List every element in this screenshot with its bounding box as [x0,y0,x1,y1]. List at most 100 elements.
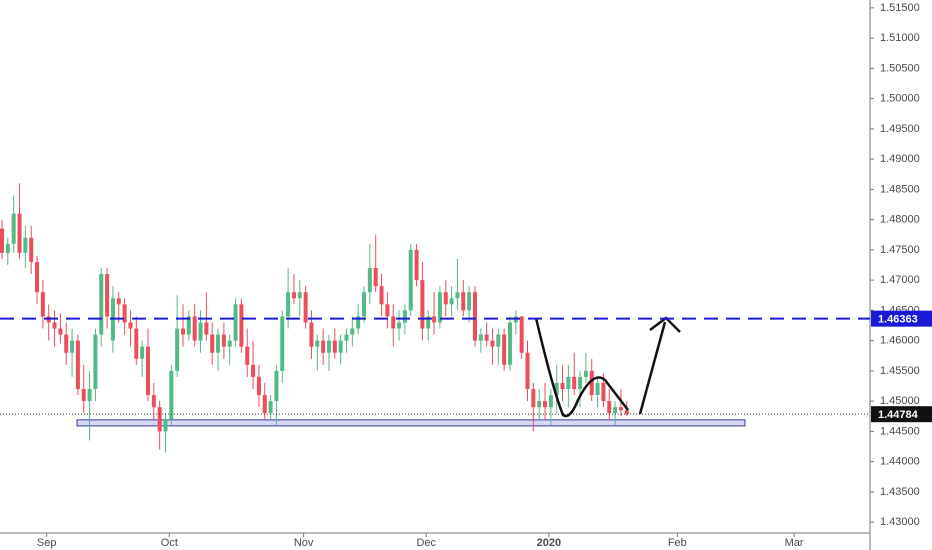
candle-body [87,389,92,402]
candle-body [525,352,530,390]
candle-body [64,334,69,353]
x-tick-label: Oct [161,537,178,549]
candle-body [566,376,571,390]
candle-body [338,340,343,353]
candle-body [449,298,454,305]
candle-body [40,292,45,317]
candle-body [75,340,80,390]
candle-body [437,292,442,323]
candle-body [537,401,542,408]
candle-body [309,322,314,347]
candle-body [548,395,553,408]
candle-body [560,382,565,390]
y-tick-label: 1.49000 [880,153,920,165]
candle-body [367,268,372,293]
candle-body [443,292,448,305]
candle-body [420,280,425,329]
candle-body [81,389,86,402]
y-tick-label: 1.44000 [880,456,920,468]
candle-body [613,407,618,414]
candle-body [303,292,308,323]
resistance-tag [871,310,932,327]
candle-body [554,382,559,396]
candle-body [595,382,600,396]
candle-body [432,316,437,323]
candle-body [274,370,279,402]
candle-body [426,316,431,329]
candle-body [251,364,256,377]
candle-body [0,228,4,253]
candle-body [204,322,209,335]
candle-body [169,370,174,420]
candle-body [607,401,612,414]
candle-body [140,346,145,359]
pattern-drawing [534,317,629,418]
candle-body [583,370,588,377]
support-zone [76,419,746,427]
candle-body [402,310,407,323]
candle-body [350,328,355,335]
candle-body [578,376,583,390]
y-tick-label: 1.44500 [880,425,920,437]
last-price-tag [871,406,932,423]
candle-body [601,382,606,402]
candle-body [245,346,250,365]
y-tick-label: 1.48500 [880,183,920,195]
candle-body [52,322,57,329]
y-tick-label: 1.46000 [880,335,920,347]
x-tick-label: Mar [785,537,804,549]
y-tick-label: 1.45000 [880,395,920,407]
candle-body [70,340,75,353]
x-tick-label: 2020 [537,537,561,549]
candle-body [332,340,337,353]
candle-body [379,286,384,305]
y-tick-label: 1.47500 [880,244,920,256]
candle-body [11,213,16,244]
candle-body [315,340,320,347]
y-tick-label: 1.49500 [880,123,920,135]
candle-body [58,328,63,335]
candle-body [5,243,10,253]
x-tick-label: Feb [668,537,687,549]
candle-body [472,292,477,341]
plot-area [0,183,746,453]
candle-body [17,213,22,253]
candle-body [326,340,331,353]
resistance-label: 1.46363 [878,314,918,326]
candle-body [262,395,267,414]
candle-body [216,334,221,353]
y-tick-label: 1.50000 [880,93,920,105]
candle-body [23,237,28,253]
candle-body [543,401,548,408]
candle-body [128,322,133,329]
candle-body [134,328,139,359]
candle-body [35,261,40,293]
candle-body [105,274,110,317]
candle-body [461,292,466,311]
candle-body [29,237,34,262]
candle-body [175,328,180,371]
candle-body [181,328,186,335]
candle-body [618,407,623,411]
candle-body [519,316,524,353]
candle-body [344,334,349,341]
candle-body [496,334,501,347]
candle-body [233,304,238,341]
x-tick-label: Dec [416,537,436,549]
candle-body [467,292,472,311]
candle-body [192,316,197,341]
y-tick-label: 1.51000 [880,32,920,44]
y-tick-label: 1.47000 [880,274,920,286]
candle-body [478,334,483,341]
y-tick-label: 1.43000 [880,516,920,528]
candle-body [99,274,104,335]
candle-body [280,316,285,371]
candle-body [145,346,150,396]
y-tick-label: 1.50500 [880,62,920,74]
candle-body [484,334,489,341]
y-tick-label: 1.45500 [880,365,920,377]
y-tick-label: 1.48000 [880,214,920,226]
candle-body [163,419,168,432]
